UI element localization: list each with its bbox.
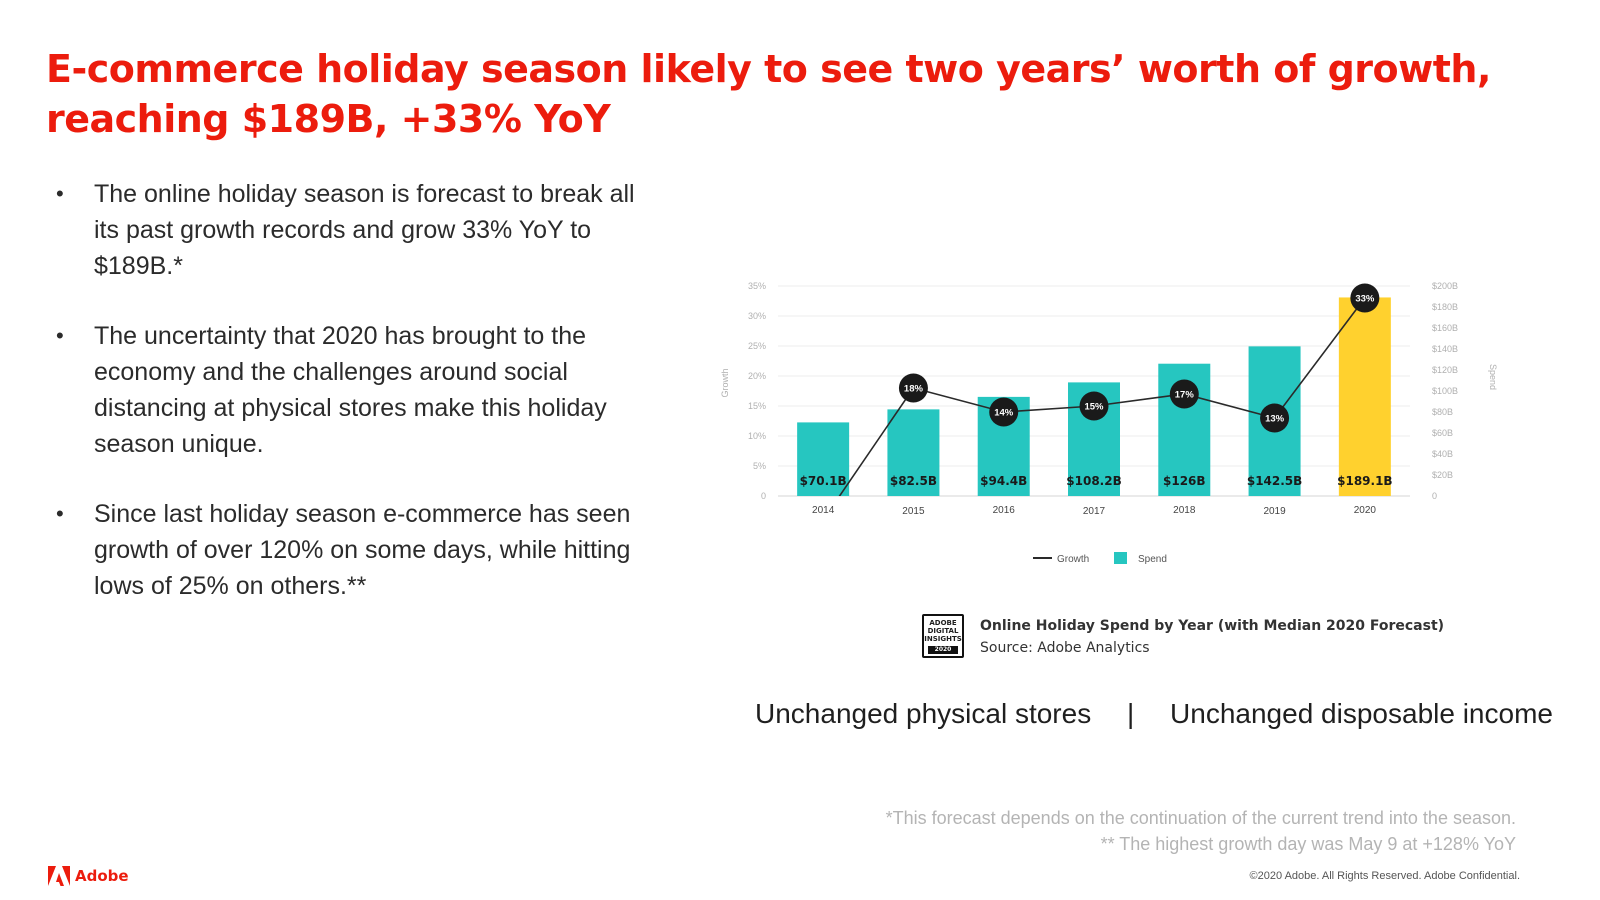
legend-spend-label: Spend — [1138, 554, 1167, 565]
y-tick-right: $140B — [1432, 344, 1458, 354]
footnote-highest-growth: ** The highest growth day was May 9 at +… — [1100, 834, 1516, 854]
y-tick-left: 10% — [748, 431, 766, 441]
x-tick-label: 2019 — [1263, 506, 1286, 517]
spend-growth-chart: 0 5% 10% 15% 20% 25% 30% 35% 0 $20B $40B $60B $80B $1… — [720, 270, 1520, 590]
x-tick-label: 2016 — [993, 505, 1016, 516]
chart-svg: 0 5% 10% 15% 20% 25% 30% 35% 0 $20B $40B $60B $80B $1… — [720, 281, 1498, 565]
y-axis-title-left: Growth — [720, 368, 730, 397]
y-tick-right: $120B — [1432, 365, 1458, 375]
badge-line: ADOBE — [929, 619, 957, 627]
x-tick-label: 2015 — [902, 506, 925, 517]
spend-bar — [887, 409, 940, 496]
y-tick-left: 25% — [748, 341, 766, 351]
adobe-logo-icon — [48, 866, 70, 886]
separator: | — [1126, 698, 1135, 729]
adobe-logo-text: Adobe — [75, 867, 129, 885]
adobe-digital-insights-badge: ADOBE DIGITAL INSIGHTS 2020 — [922, 614, 964, 658]
growth-data-label: 13% — [1265, 414, 1285, 425]
bullet-line: distancing at physical stores make this … — [94, 394, 607, 422]
bullet-list: • The online holiday season is forecast t… — [56, 176, 696, 638]
unchanged-physical-stores: Unchanged physical stores — [755, 698, 1092, 729]
x-tick-label: 2014 — [812, 505, 835, 516]
bullet-item: • Since last holiday season e-commerce ha… — [56, 496, 696, 604]
slide-title: E-commerce holiday season likely to see … — [46, 44, 1526, 144]
bullet-item: • The online holiday season is forecast t… — [56, 176, 696, 284]
y-axis-title-right: Spend — [1488, 364, 1498, 390]
y-tick-right: $80B — [1432, 407, 1453, 417]
y-tick-right: $180B — [1432, 302, 1458, 312]
y-tick-right: $160B — [1432, 323, 1458, 333]
y-tick-left: 20% — [748, 371, 766, 381]
badge-line: DIGITAL — [927, 627, 959, 635]
y-tick-right: $200B — [1432, 281, 1458, 291]
spend-data-label: $108.2B — [1066, 474, 1121, 488]
growth-data-label: 18% — [904, 384, 924, 395]
bullet-line: Since last holiday season e-commerce has… — [94, 500, 631, 528]
growth-marker — [1079, 391, 1109, 421]
y-tick-right: 0 — [1432, 491, 1437, 501]
x-tick-label: 2017 — [1083, 506, 1106, 517]
bullet-line: The online holiday season is forecast to… — [94, 180, 635, 208]
growth-marker — [989, 397, 1019, 427]
bullet-item: • The uncertainty that 2020 has brought t… — [56, 318, 696, 462]
chart-caption-source: Source: Adobe Analytics — [980, 640, 1150, 656]
bullet-line: economy and the challenges around social — [94, 358, 568, 386]
growth-marker — [1169, 379, 1199, 409]
growth-data-label: 33% — [1355, 294, 1375, 305]
spend-data-label: $94.4B — [980, 474, 1027, 488]
growth-marker — [1350, 283, 1380, 313]
spend-data-label: $126B — [1163, 474, 1206, 488]
unchanged-disposable-income: Unchanged disposable income — [1170, 698, 1553, 729]
growth-data-label: 15% — [1084, 402, 1104, 413]
bullet-line: The uncertainty that 2020 has brought to… — [94, 322, 587, 350]
slide-title-line-2: reaching $189B, +33% YoY — [46, 97, 611, 141]
y-tick-right: $20B — [1432, 470, 1453, 480]
unchanged-factors: Unchanged physical stores | Unchanged di… — [755, 698, 1553, 730]
spend-bar — [797, 422, 850, 496]
bullet-dot: • — [56, 181, 64, 206]
spend-data-label: $189.1B — [1337, 474, 1392, 488]
spend-data-label: $82.5B — [890, 474, 937, 488]
chart-caption-title: Online Holiday Spend by Year (with Media… — [980, 618, 1445, 634]
bullet-line: growth of over 120% on some days, while … — [94, 536, 631, 564]
y-tick-left: 30% — [748, 311, 766, 321]
bullet-dot: • — [56, 323, 64, 348]
legend-growth-label: Growth — [1057, 554, 1089, 565]
badge-line: INSIGHTS — [924, 635, 962, 643]
growth-data-label: 14% — [994, 408, 1014, 419]
adobe-logo: Adobe — [48, 866, 129, 886]
bullet-dot: • — [56, 501, 64, 526]
spend-bar — [1338, 297, 1391, 496]
bullet-line: lows of 25% on others.** — [94, 572, 367, 600]
y-tick-right: $40B — [1432, 449, 1453, 459]
spend-data-label: $142.5B — [1247, 474, 1302, 488]
growth-marker — [1260, 403, 1290, 433]
growth-marker — [898, 373, 928, 403]
x-tick-label: 2020 — [1354, 505, 1377, 516]
x-tick-label: 2018 — [1173, 505, 1196, 516]
y-tick-left: 5% — [753, 461, 766, 471]
y-tick-right: $100B — [1432, 386, 1458, 396]
legend-spend-swatch — [1114, 552, 1127, 564]
spend-data-label: $70.1B — [800, 474, 847, 488]
bullet-line: $189B.* — [94, 252, 183, 280]
footnote-forecast: *This forecast depends on the continuati… — [885, 808, 1516, 828]
bullet-line: season unique. — [94, 430, 264, 458]
copyright: ©2020 Adobe. All Rights Reserved. Adobe … — [1249, 870, 1520, 882]
y-tick-left: 35% — [748, 281, 766, 291]
slide-title-line-1: E-commerce holiday season likely to see … — [46, 47, 1491, 91]
y-tick-left: 15% — [748, 401, 766, 411]
bullet-line: its past growth records and grow 33% YoY… — [94, 216, 592, 244]
y-tick-left: 0 — [761, 491, 766, 501]
growth-data-label: 17% — [1175, 390, 1195, 401]
badge-year: 2020 — [928, 646, 958, 654]
y-tick-right: $60B — [1432, 428, 1453, 438]
